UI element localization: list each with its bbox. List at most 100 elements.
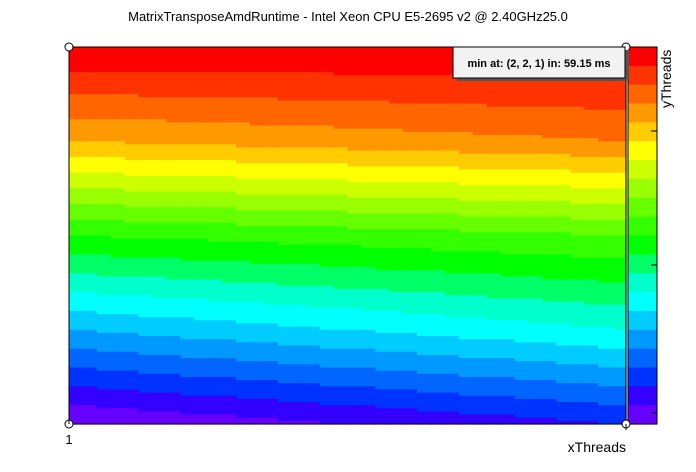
heatmap-cell xyxy=(612,383,627,387)
heatmap-cell xyxy=(542,336,557,340)
heatmap-cell xyxy=(500,226,516,230)
heatmap-cell xyxy=(347,332,363,337)
heatmap-cell xyxy=(124,254,140,259)
heatmap-cell xyxy=(166,317,182,321)
chart-title: MatrixTransposeAmdRuntime - Intel Xeon C… xyxy=(128,9,568,24)
heatmap-cell xyxy=(458,90,474,95)
heatmap-cell xyxy=(138,134,154,139)
heatmap-cell xyxy=(333,47,349,51)
heatmap-cell xyxy=(69,326,84,331)
heatmap-cell xyxy=(152,332,168,337)
heatmap-cell xyxy=(166,188,182,193)
heatmap-cell xyxy=(236,323,251,328)
heatmap-cell xyxy=(319,288,335,293)
heatmap-cell xyxy=(458,380,474,384)
heatmap-cell xyxy=(305,153,321,158)
heatmap-cell xyxy=(431,307,446,312)
heatmap-cell xyxy=(319,395,335,400)
heatmap-cell xyxy=(236,197,251,202)
heatmap-cell xyxy=(584,134,599,139)
heatmap-cell xyxy=(403,226,418,230)
heatmap-cell xyxy=(375,50,390,54)
heatmap-cell xyxy=(180,56,195,61)
heatmap-cell xyxy=(208,323,223,328)
heatmap-cell xyxy=(208,72,223,76)
heatmap-cell xyxy=(528,304,544,309)
heatmap-cell xyxy=(375,103,390,108)
heatmap-cell xyxy=(375,411,390,416)
heatmap-cell xyxy=(319,87,335,92)
heatmap-cell xyxy=(514,317,530,321)
heatmap-cell xyxy=(458,408,474,413)
heatmap-cell xyxy=(263,358,279,362)
heatmap-cell xyxy=(417,376,432,381)
heatmap-cell xyxy=(166,339,182,343)
heatmap-cell xyxy=(389,380,404,384)
heatmap-cell xyxy=(598,109,613,114)
heatmap-cell xyxy=(124,185,140,189)
heatmap-cell xyxy=(570,103,585,108)
heatmap-cell xyxy=(152,75,168,80)
heatmap-cell xyxy=(263,141,279,145)
heatmap-cell xyxy=(584,251,599,255)
heatmap-cell xyxy=(194,87,209,92)
heatmap-cell xyxy=(319,279,335,284)
heatmap-cell xyxy=(472,200,488,205)
heatmap-cell xyxy=(96,56,112,61)
heatmap-cell xyxy=(389,367,404,372)
heatmap-cell xyxy=(208,232,223,237)
heatmap-cell xyxy=(403,59,418,64)
heatmap-cell xyxy=(263,119,279,123)
heatmap-cell xyxy=(194,62,209,67)
heatmap-cell xyxy=(166,147,182,152)
heatmap-cell xyxy=(458,326,474,331)
heatmap-cell xyxy=(96,244,112,249)
heatmap-cell xyxy=(194,317,209,321)
heatmap-cell xyxy=(250,235,265,240)
heatmap-cell xyxy=(444,314,460,318)
heatmap-cell xyxy=(69,81,84,86)
heatmap-cell xyxy=(208,112,223,117)
heatmap-cell xyxy=(250,232,265,237)
heatmap-cell xyxy=(166,420,182,425)
heatmap-cell xyxy=(333,125,349,130)
heatmap-cell xyxy=(598,395,613,400)
heatmap-cell xyxy=(347,348,363,353)
heatmap-cell xyxy=(138,298,154,303)
heatmap-cell xyxy=(458,351,474,356)
heatmap-cell xyxy=(514,307,530,312)
heatmap-cell xyxy=(417,386,432,391)
heatmap-cell xyxy=(431,317,446,321)
heatmap-cell xyxy=(166,405,182,409)
heatmap-cell xyxy=(138,323,154,328)
heatmap-cell xyxy=(277,207,293,211)
heatmap-cell xyxy=(514,380,530,384)
heatmap-cell xyxy=(389,222,404,227)
heatmap-cell xyxy=(69,172,84,177)
heatmap-cell xyxy=(222,386,237,391)
heatmap-cell xyxy=(333,128,349,133)
heatmap-cell xyxy=(612,213,627,218)
heatmap-cell xyxy=(263,106,279,111)
heatmap-cell xyxy=(208,141,223,145)
heatmap-cell xyxy=(110,326,126,331)
heatmap-cell xyxy=(375,94,390,98)
heatmap-cell xyxy=(152,295,168,299)
heatmap-cell xyxy=(542,288,557,293)
heatmap-cell xyxy=(82,204,98,208)
heatmap-cell xyxy=(612,402,627,406)
heatmap-cell xyxy=(389,417,404,422)
heatmap-cell xyxy=(96,188,112,193)
heatmap-cell xyxy=(361,270,376,274)
heatmap-cell xyxy=(291,160,307,164)
heatmap-cell xyxy=(236,200,251,205)
heatmap-cell xyxy=(263,222,279,227)
heatmap-cell xyxy=(598,84,613,89)
heatmap-cell xyxy=(403,112,418,117)
heatmap-cell xyxy=(570,84,585,89)
heatmap-cell xyxy=(444,232,460,237)
heatmap-cell xyxy=(333,235,349,240)
heatmap-cell xyxy=(598,188,613,193)
heatmap-cell xyxy=(598,210,613,215)
heatmap-cell xyxy=(598,153,613,158)
